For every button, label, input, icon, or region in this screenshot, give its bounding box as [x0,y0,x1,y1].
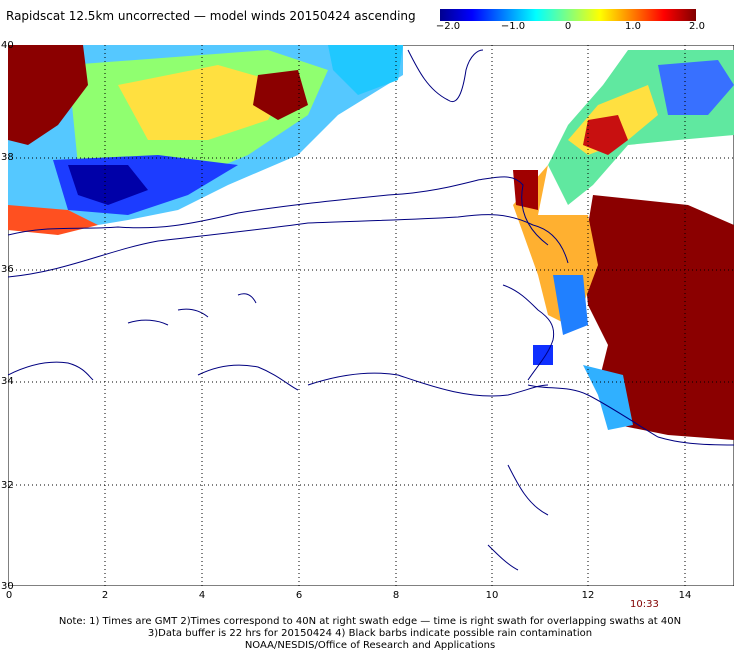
map-title: Rapidscat 12.5km uncorrected — model win… [6,9,416,23]
swath-nw-cyan [328,45,403,95]
lon-tick-label: 12 [581,590,595,601]
coast-iberia [8,176,549,246]
lat-tick-label: 40 [1,40,14,51]
swath-e-blue [553,275,588,335]
swath-e-red2 [513,170,538,210]
colorbar-tick: −2.0 [435,21,461,32]
colorbar [440,9,696,21]
lon-tick-label: 4 [198,590,206,601]
swath-nw-orange [8,205,98,235]
coast-north-africa-west [8,361,94,381]
lon-tick-label: 10 [485,590,499,601]
lon-tick-label: 6 [295,590,303,601]
grid-lines [8,45,734,586]
swath-nw-red2 [253,70,308,120]
footnote-line: 3)Data buffer is 22 hrs for 20150424 4) … [147,628,593,639]
lat-tick-label: 34 [1,376,14,387]
lon-tick-label: 2 [101,590,109,601]
colorbar-tick: 2.0 [689,21,705,32]
lon-tick-label: 0 [5,590,13,601]
colorbar-tick: 1.0 [625,21,641,32]
lon-tick-label: 8 [392,590,400,601]
coastlines [8,49,734,571]
swath-nw-yellow [118,65,288,140]
coast-south-libya [307,372,549,397]
wind-swaths [8,45,734,440]
lon-tick-label: 14 [678,590,692,601]
coast-corsica [237,293,257,304]
lat-tick-label: 32 [1,480,14,491]
coast-inland [487,464,549,571]
pass-time-label: 10:33 [630,599,659,610]
footnote-line: Note: 1) Times are GMT 2)Times correspon… [58,616,682,627]
swath-ne-blue [658,60,734,115]
wind-difference-map [8,45,734,586]
coast-sardinia [197,364,299,391]
lat-tick-label: 36 [1,264,14,275]
coast-gulf [527,384,734,446]
swath-nw-red [8,45,88,145]
coast-balearic [127,308,209,326]
swath-ne-red [583,115,628,155]
coast-sicily-tunisia [502,284,555,381]
coast-africa-north [8,214,569,278]
footnote-line: NOAA/NESDIS/Office of Research and Appli… [244,640,496,651]
lat-tick-label: 38 [1,152,14,163]
colorbar-tick: 0 [564,21,572,32]
coast-italy [407,49,484,103]
footnote: Note: 1) Times are GMT 2)Times correspon… [0,616,740,652]
lat-tick-label: 30 [1,581,14,592]
colorbar-tick: −1.0 [500,21,526,32]
swath-nw-darkblue [68,165,148,205]
